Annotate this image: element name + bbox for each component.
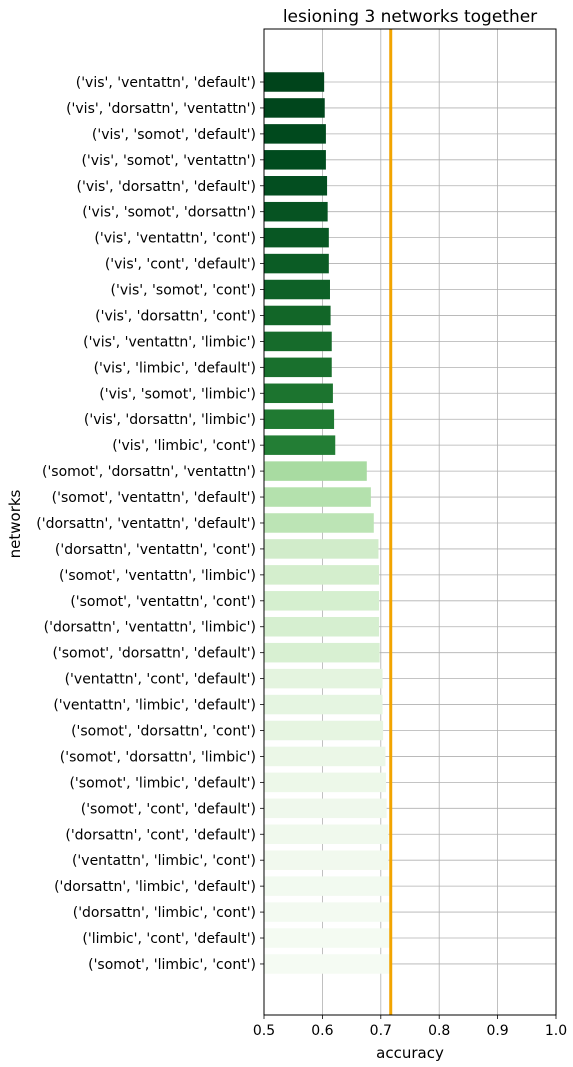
- bar: [264, 487, 371, 507]
- y-tick-label: ('vis', 'limbic', 'cont'): [112, 438, 256, 454]
- bar: [264, 331, 332, 352]
- y-tick-label: ('vis', 'somot', 'ventattn'): [81, 153, 256, 169]
- y-tick-label: ('somot', 'cont', 'default'): [81, 801, 256, 817]
- bar: [264, 305, 331, 326]
- bar: [264, 201, 328, 222]
- y-tick-label: ('somot', 'dorsattn', 'default'): [52, 646, 256, 662]
- y-axis-label: networks: [6, 489, 24, 558]
- y-tick-label: ('dorsattn', 'cont', 'default'): [65, 827, 256, 843]
- y-tick-label: ('vis', 'cont', 'default'): [105, 257, 256, 273]
- bar: [264, 383, 333, 404]
- y-tick-label: ('somot', 'dorsattn', 'limbic'): [60, 749, 256, 765]
- bar: [264, 539, 379, 559]
- y-tick-label: ('vis', 'ventattn', 'cont'): [94, 231, 256, 247]
- bar: [264, 720, 384, 741]
- bar: [264, 591, 380, 611]
- bar: [264, 357, 332, 378]
- bar: [264, 876, 390, 896]
- bar: [264, 227, 329, 248]
- bar: [264, 98, 325, 118]
- bar: [264, 954, 390, 974]
- y-tick-label: ('vis', 'ventattn', 'default'): [76, 75, 256, 91]
- y-tick-label: ('vis', 'somot', 'dorsattn'): [82, 205, 256, 221]
- bar: [264, 513, 374, 533]
- y-tick-label: ('vis', 'ventattn', 'limbic'): [83, 334, 256, 350]
- bar: [264, 668, 383, 689]
- bar: [264, 902, 390, 922]
- x-axis-label: accuracy: [376, 1044, 444, 1062]
- y-tick-label: ('somot', 'ventattn', 'limbic'): [59, 568, 256, 584]
- bar: [264, 928, 390, 948]
- bar: [264, 461, 367, 481]
- bar: [264, 176, 328, 196]
- x-tick-label: 0.6: [311, 1023, 333, 1039]
- y-tick-label: ('ventattn', 'cont', 'default'): [65, 672, 256, 688]
- bar: [264, 279, 330, 300]
- y-tick-label: ('vis', 'somot', 'cont'): [111, 283, 256, 299]
- y-tick-label: ('ventattn', 'limbic', 'cont'): [72, 853, 256, 869]
- bar: [264, 72, 325, 92]
- y-tick-label: ('vis', 'dorsattn', 'ventattn'): [66, 101, 256, 117]
- bar: [264, 772, 387, 793]
- y-tick-label: ('vis', 'dorsattn', 'cont'): [95, 308, 256, 324]
- x-tick-label: 0.5: [253, 1023, 275, 1039]
- y-tick-label: ('dorsattn', 'limbic', 'cont'): [73, 905, 256, 921]
- y-tick-label: ('ventattn', 'limbic', 'default'): [53, 698, 256, 714]
- y-tick-label: ('somot', 'limbic', 'default'): [69, 775, 256, 791]
- bar: [264, 798, 387, 819]
- y-tick-label: ('vis', 'somot', 'limbic'): [99, 386, 256, 402]
- y-tick-label: ('vis', 'somot', 'default'): [92, 127, 256, 143]
- bar: [264, 824, 389, 845]
- x-tick-label: 0.9: [486, 1023, 508, 1039]
- bar: [264, 616, 380, 637]
- bars: [264, 72, 390, 974]
- bar: [264, 642, 380, 663]
- bar: [264, 694, 383, 715]
- y-tick-label: ('dorsattn', 'ventattn', 'limbic'): [44, 620, 256, 636]
- y-tick-label: ('dorsattn', 'ventattn', 'cont'): [55, 542, 256, 558]
- bar: [264, 409, 335, 429]
- bar: [264, 850, 389, 870]
- y-tick-label: ('somot', 'dorsattn', 'ventattn'): [42, 464, 256, 480]
- x-tick-label: 1.0: [545, 1023, 567, 1039]
- bar: [264, 253, 329, 274]
- x-tick-label: 0.8: [428, 1023, 450, 1039]
- y-axis-ticks: ('vis', 'ventattn', 'default') ('vis', 'd…: [36, 75, 264, 973]
- y-tick-label: ('vis', 'limbic', 'default'): [94, 360, 256, 376]
- bar: [264, 435, 336, 455]
- y-tick-label: ('somot', 'ventattn', 'default'): [52, 490, 256, 506]
- y-tick-label: ('vis', 'dorsattn', 'default'): [77, 179, 256, 195]
- y-tick-label: ('dorsattn', 'ventattn', 'default'): [36, 516, 256, 532]
- y-tick-label: ('vis', 'dorsattn', 'limbic'): [84, 412, 256, 428]
- bar: [264, 746, 386, 767]
- y-tick-label: ('dorsattn', 'limbic', 'default'): [54, 879, 256, 895]
- y-tick-label: ('somot', 'dorsattn', 'cont'): [71, 724, 256, 740]
- bar: [264, 150, 326, 170]
- y-tick-label: ('somot', 'limbic', 'cont'): [88, 957, 256, 973]
- x-axis-ticks: 0.5 0.6 0.7 0.8 0.9 1.0: [253, 1015, 567, 1039]
- x-tick-label: 0.7: [370, 1023, 392, 1039]
- bar: [264, 565, 380, 585]
- bar: [264, 124, 326, 144]
- plot-frame: [263, 28, 557, 1016]
- y-tick-label: ('somot', 'ventattn', 'cont'): [70, 594, 256, 610]
- chart-title: lesioning 3 networks together: [283, 7, 537, 27]
- y-tick-label: ('limbic', 'cont', 'default'): [82, 931, 256, 947]
